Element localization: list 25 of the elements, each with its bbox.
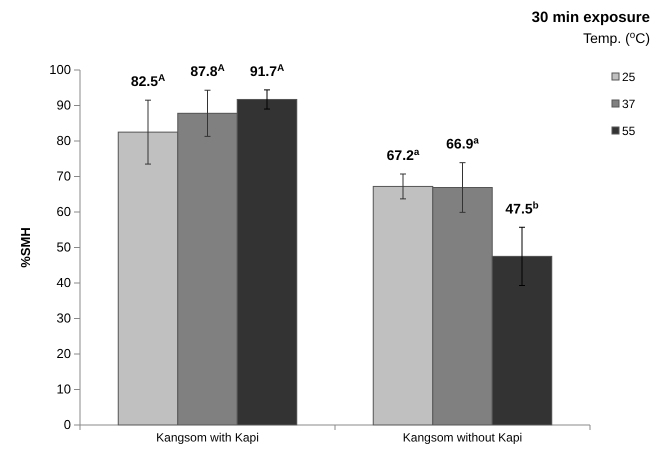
y-tick-label: 50 xyxy=(56,240,71,255)
y-tick-label: 20 xyxy=(56,346,71,362)
data-label: 91.7$^{A}$ xyxy=(250,62,284,79)
y-tick-label: 30 xyxy=(56,310,71,326)
chart-title: 30 min exposure xyxy=(532,9,650,26)
data-label: 87.8$^{A}$ xyxy=(190,62,225,80)
x-tick-label: Kangsom with Kapi xyxy=(156,430,259,445)
y-tick-label: 80 xyxy=(56,133,71,148)
data-label: 82.5$^{A}$ xyxy=(130,72,166,90)
y-tick-label: 40 xyxy=(56,275,71,290)
x-tick-label: Kangsom without Kapi xyxy=(402,430,522,445)
y-axis-title: %SMH xyxy=(18,227,33,268)
y-tick-label: 70 xyxy=(56,168,71,184)
legend-label: 55 xyxy=(622,124,636,138)
y-tick-label: 90 xyxy=(56,98,71,113)
y-tick-label: 10 xyxy=(56,382,71,397)
legend-label: 37 xyxy=(622,97,636,111)
y-tick-label: 100 xyxy=(49,62,71,78)
y-tick-label: 0 xyxy=(64,417,71,432)
data-label: 66.9$^{a}$ xyxy=(446,135,480,152)
legend-label: 25 xyxy=(622,70,636,84)
y-tick-label: 60 xyxy=(56,204,71,220)
data-label: 47.5$^{b}$ xyxy=(505,200,539,216)
data-label: 67.2$^{a}$ xyxy=(386,146,420,164)
legend-title: Temp. ($^{o}$C) xyxy=(583,30,650,46)
